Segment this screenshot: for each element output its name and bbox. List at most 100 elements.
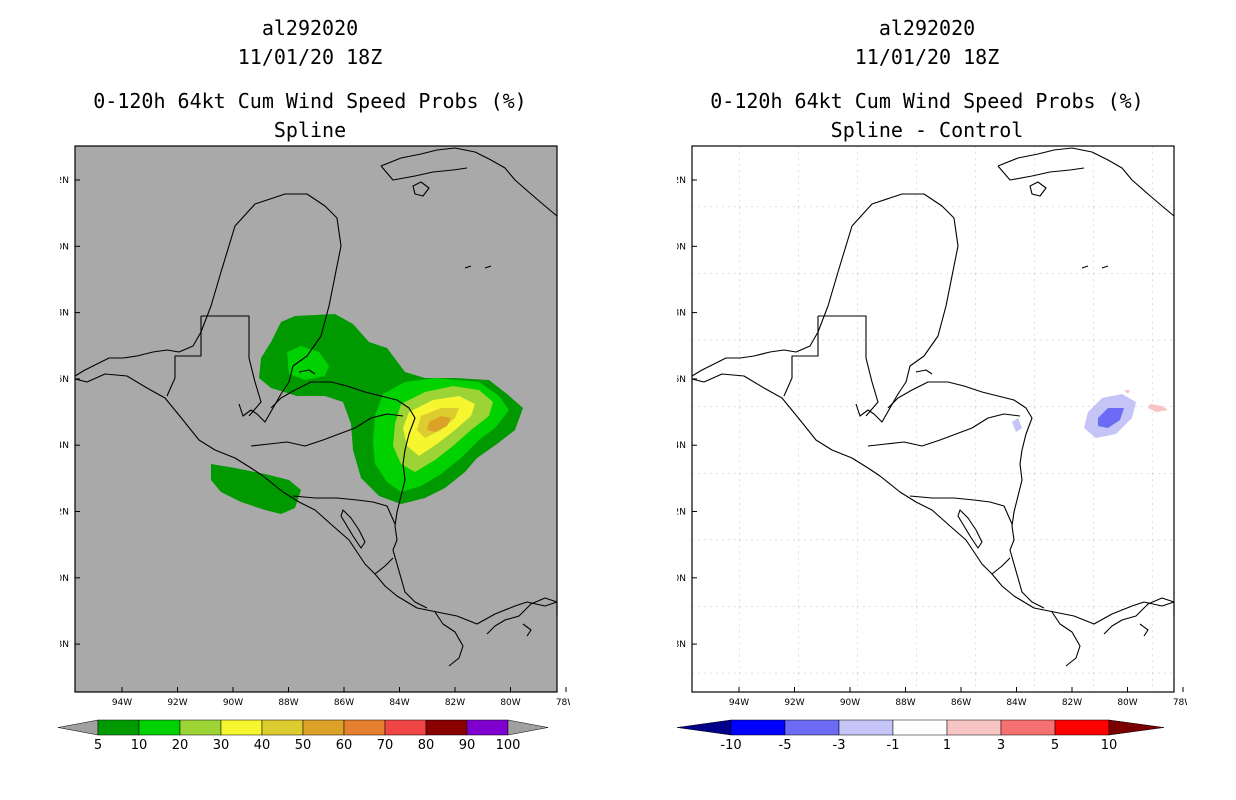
left-storm-id: al292020 <box>261 16 359 40</box>
colorbar-tick-label: -10 <box>720 738 741 753</box>
lat-label: 22N <box>60 176 69 186</box>
right-datetime: 11/01/20 18Z <box>854 45 1000 69</box>
lat-label: 18N <box>677 309 686 319</box>
lat-label: 10N <box>60 574 69 584</box>
colorbar-tick-label: 20 <box>172 738 189 753</box>
lon-label: 82W <box>445 698 465 708</box>
lon-label: 90W <box>840 698 860 708</box>
lat-label: 14N <box>677 441 686 451</box>
colorbar-swatch <box>97 719 140 736</box>
colorbar-high-arrow <box>507 719 549 736</box>
colorbar-high-arrow <box>1108 719 1165 736</box>
right-lat-labels: 22N 20N 18N 16N 14N 12N 10N 8N <box>677 176 697 650</box>
lat-label: 20N <box>60 242 69 252</box>
lon-label: 94W <box>729 698 749 708</box>
lat-label: 12N <box>60 508 69 518</box>
colorbar-low-arrow <box>57 719 99 736</box>
prob-contour-10 <box>287 346 329 380</box>
lat-label: 16N <box>677 375 686 385</box>
left-lat-labels: 22N 20N 18N 16N 14N 12N 10N 8N <box>60 176 80 650</box>
lon-label: 78W <box>556 698 570 708</box>
colorbar-tick-label: 50 <box>295 738 312 753</box>
diff-contour-pos1-small <box>1124 390 1130 394</box>
colorbar-low-arrow <box>676 719 732 736</box>
colorbar-tick-label: 5 <box>94 738 102 753</box>
colorbar-swatch <box>1000 719 1056 736</box>
right-map-frame <box>691 145 1175 693</box>
colorbar-swatch <box>261 719 304 736</box>
lon-label: 92W <box>167 698 187 708</box>
colorbar-tick-label: 40 <box>254 738 271 753</box>
lat-label: 8N <box>677 640 686 650</box>
left-colorbar: 5 10 20 30 40 50 60 70 80 90 100 <box>57 719 549 753</box>
colorbar-tick-label: 5 <box>1051 738 1059 753</box>
colorbar-tick-label: -5 <box>779 738 792 753</box>
colorbar-swatch <box>425 719 468 736</box>
colorbar-tick-label: 3 <box>997 738 1005 753</box>
colorbar-tick-label: -3 <box>833 738 846 753</box>
diff-contour-neg3-small <box>1012 418 1022 432</box>
right-diff-contours <box>1012 390 1168 438</box>
right-map: 22N 20N 18N 16N 14N 12N 10N 8N 94W 92W 90W 88W 86W 8… <box>677 145 1187 708</box>
right-storm-id: al292020 <box>878 16 976 40</box>
right-lon-labels: 94W 92W 90W 88W 86W 84W 82W 80W 78W <box>729 687 1187 708</box>
colorbar-swatch <box>466 719 509 736</box>
right-title-block: al292020 11/01/20 18Z 0-120h 64kt Cum Wi… <box>677 14 1177 145</box>
colorbar-swatch <box>302 719 345 736</box>
lat-label: 8N <box>60 640 69 650</box>
colorbar-tick-label: 30 <box>213 738 230 753</box>
colorbar-swatch <box>1054 719 1110 736</box>
lon-label: 94W <box>112 698 132 708</box>
colorbar-tick-label: -1 <box>887 738 900 753</box>
lon-label: 80W <box>1117 698 1137 708</box>
left-product-title: 0-120h 64kt Cum Wind Speed Probs (%) <box>93 89 527 113</box>
colorbar-swatch <box>384 719 427 736</box>
lat-label: 14N <box>60 441 69 451</box>
left-map: 22N 20N 18N 16N 14N 12N 10N 8N 94W 92W 90W 88W 86W 8… <box>60 145 570 708</box>
colorbar-tick-label: 80 <box>418 738 435 753</box>
lat-label: 10N <box>677 574 686 584</box>
colorbar-tick-label: 1 <box>943 738 951 753</box>
lon-label: 88W <box>278 698 298 708</box>
right-product-title: 0-120h 64kt Cum Wind Speed Probs (%) <box>710 89 1144 113</box>
left-title-block: al292020 11/01/20 18Z 0-120h 64kt Cum Wi… <box>60 14 560 145</box>
right-colorbar: -10 -5 -3 -1 1 3 5 10 <box>676 719 1165 753</box>
lon-label: 84W <box>389 698 409 708</box>
colorbar-swatch <box>730 719 786 736</box>
colorbar-swatch <box>220 719 263 736</box>
colorbar-tick-label: 10 <box>1101 738 1118 753</box>
colorbar-swatch <box>892 719 948 736</box>
left-datetime: 11/01/20 18Z <box>237 45 383 69</box>
lon-label: 92W <box>784 698 804 708</box>
left-map-frame <box>74 145 558 693</box>
lat-label: 18N <box>60 309 69 319</box>
lon-label: 90W <box>223 698 243 708</box>
colorbar-tick-label: 100 <box>496 738 521 753</box>
colorbar-tick-label: 70 <box>377 738 394 753</box>
diff-contour-pos1 <box>1148 404 1168 412</box>
lon-label: 82W <box>1062 698 1082 708</box>
left-subtitle: Spline <box>273 118 347 142</box>
diff-contour-neg5 <box>1098 408 1124 428</box>
lon-label: 84W <box>1006 698 1026 708</box>
lon-label: 86W <box>951 698 971 708</box>
lat-label: 12N <box>677 508 686 518</box>
colorbar-tick-label: 10 <box>131 738 148 753</box>
colorbar-swatch <box>179 719 222 736</box>
lon-label: 86W <box>334 698 354 708</box>
colorbar-swatch <box>343 719 386 736</box>
prob-contour-5-south <box>211 464 301 514</box>
lon-label: 80W <box>500 698 520 708</box>
lat-label: 22N <box>677 176 686 186</box>
colorbar-tick-label: 60 <box>336 738 353 753</box>
lat-label: 16N <box>60 375 69 385</box>
colorbar-tick-label: 90 <box>459 738 476 753</box>
left-lon-labels: 94W 92W 90W 88W 86W 84W 82W 80W 78W <box>112 687 570 708</box>
lat-label: 20N <box>677 242 686 252</box>
colorbar-swatch <box>138 719 181 736</box>
prob-contour-50 <box>427 416 451 432</box>
colorbar-swatch <box>784 719 840 736</box>
colorbar-swatch <box>838 719 894 736</box>
colorbar-swatch <box>946 719 1002 736</box>
lon-label: 78W <box>1173 698 1187 708</box>
